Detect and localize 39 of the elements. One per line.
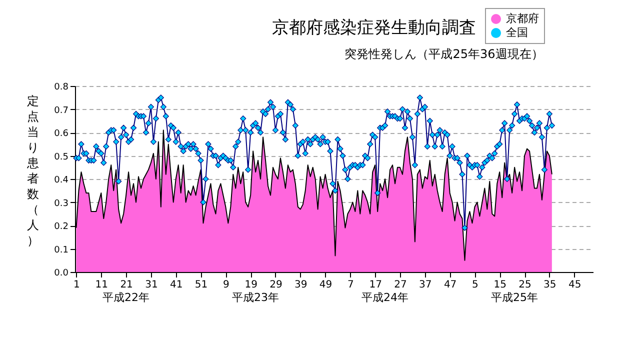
y-tick-label: 0.0: [54, 268, 69, 278]
x-tick-label: 15: [494, 280, 506, 290]
x-tick-label: 21: [120, 280, 133, 290]
x-tick-label: 7: [348, 280, 354, 290]
x-tick-label: 1: [74, 280, 80, 290]
x-tick-label: 49: [319, 280, 332, 290]
x-tick-label: 27: [394, 280, 407, 290]
y-tick-label: 0.2: [54, 222, 68, 232]
x-tick-label: 37: [419, 280, 432, 290]
x-tick-label: 5: [472, 280, 478, 290]
x-tick-label: 9: [222, 280, 230, 290]
y-tick-label: 0.4: [54, 176, 69, 186]
x-tick-label: 17: [369, 280, 382, 290]
text: 平成25年: [491, 291, 538, 304]
text: 平成22年: [102, 291, 150, 304]
text: 平成23年: [232, 291, 280, 304]
y-tick-label: 0.3: [54, 198, 68, 209]
y-tick-label: 0.8: [54, 82, 69, 92]
y-tick-label: 0.6: [54, 129, 69, 139]
chart-title: 京都府感染症発生動向調査: [272, 18, 476, 38]
chart-subtitle: 突発性発しん（平成25年36週現在）: [344, 47, 544, 61]
legend-label: 全国: [506, 26, 528, 39]
x-tick-label: 39: [294, 280, 308, 290]
x-tick-label: 31: [145, 280, 158, 290]
legend-label: 京都府: [506, 12, 539, 25]
y-tick-label: 0.1: [54, 245, 68, 256]
x-tick-label: 11: [95, 280, 108, 290]
x-tick-label: 35: [544, 280, 556, 290]
y-tick-label: 0.7: [54, 106, 68, 116]
text: 定点当り患者数（人）: [27, 94, 39, 248]
x-tick-label: 47: [444, 280, 457, 290]
x-tick-label: 19: [244, 280, 258, 290]
x-tick-label: 29: [270, 280, 282, 290]
x-tick-label: 51: [194, 280, 208, 290]
y-tick-label: 0.5: [54, 152, 68, 162]
x-tick-label: 41: [170, 280, 183, 290]
x-tick-label: 45: [568, 280, 582, 290]
x-tick-label: 25: [518, 280, 532, 290]
text: 平成24年: [362, 291, 409, 304]
